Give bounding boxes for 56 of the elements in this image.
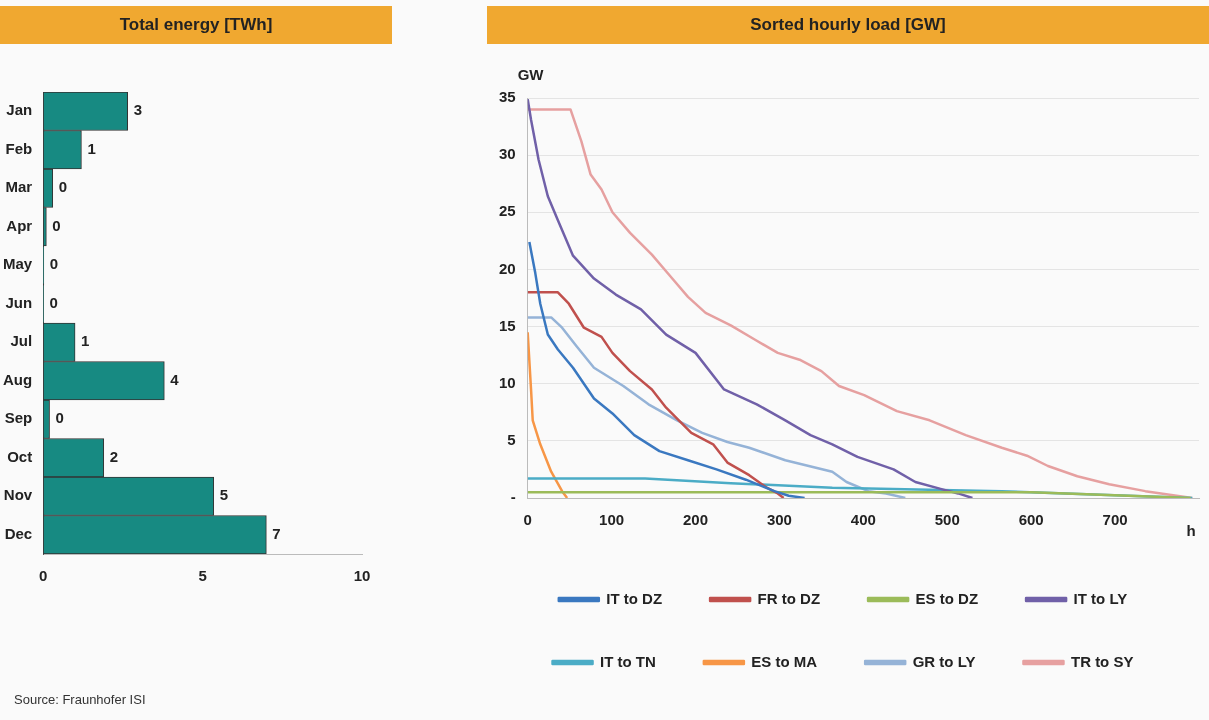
y-tick-label: 35 — [499, 88, 516, 106]
y-tick-label: - — [510, 488, 516, 506]
x-tick-label: 100 — [599, 511, 625, 529]
legend-label: IT to LY — [1073, 589, 1128, 607]
y-tick-label: 20 — [499, 259, 516, 277]
data-label: 1 — [87, 139, 96, 157]
y-tick-label: 30 — [499, 145, 516, 163]
x-tick-label: 200 — [683, 511, 709, 529]
chart-title: Sorted hourly load [GW] — [487, 6, 1209, 44]
y-tick-label: Nov — [3, 486, 33, 504]
legend-label: ES to DZ — [915, 589, 979, 607]
data-label: 0 — [49, 293, 58, 311]
x-tick-label: 300 — [766, 511, 792, 529]
y-tick-label: Aug — [3, 370, 33, 388]
data-label: 0 — [49, 255, 59, 273]
data-label: 0 — [52, 216, 61, 234]
data-label: 3 — [133, 101, 143, 119]
x-tick-label: 400 — [850, 511, 876, 529]
legend-label: ES to MA — [751, 652, 818, 670]
data-label: 4 — [170, 370, 180, 388]
x-tick-label: 700 — [1102, 511, 1128, 529]
legend-label: FR to DZ — [757, 589, 821, 607]
data-label: 0 — [55, 409, 64, 427]
y-tick-label: Mar — [5, 178, 33, 196]
y-tick-label: Sep — [4, 409, 33, 427]
y-tick-label: 5 — [507, 431, 516, 448]
y-tick-label: Apr — [6, 216, 33, 234]
source-note: Source: Fraunhofer ISI — [14, 692, 146, 707]
x-tick-label: 10 — [353, 567, 371, 585]
y-tick-label: 15 — [499, 316, 516, 334]
data-label: 7 — [272, 524, 281, 542]
data-label: 5 — [219, 486, 229, 504]
data-label: 0 — [58, 178, 68, 196]
x-tick-label: 5 — [198, 567, 207, 585]
legend-label: IT to DZ — [606, 589, 663, 607]
y-tick-label: 25 — [499, 202, 516, 220]
legend-label: TR to SY — [1070, 652, 1134, 670]
x-tick-label: 0 — [523, 511, 532, 529]
y-tick-label: Jul — [10, 332, 33, 350]
chart-title: Total energy [TWh] — [0, 6, 392, 44]
y-tick-label: Jan — [6, 101, 33, 119]
y-tick-label: Feb — [5, 139, 33, 157]
y-tick-label: Dec — [4, 524, 33, 542]
y-tick-label: Oct — [7, 447, 33, 465]
y-tick-label: 10 — [499, 373, 516, 391]
x-tick-label: 500 — [934, 511, 960, 529]
data-label: 2 — [109, 447, 119, 465]
data-label: 1 — [81, 332, 90, 350]
legend-label: GR to LY — [912, 652, 976, 670]
y-tick-label: May — [2, 255, 33, 273]
x-tick-label: 600 — [1018, 511, 1044, 529]
x-tick-label: 0 — [39, 567, 48, 585]
y-tick-label: Jun — [5, 293, 33, 311]
x-axis-title: h — [1186, 522, 1196, 540]
y-axis-title: GW — [517, 66, 545, 84]
legend-label: IT to TN — [600, 652, 656, 670]
